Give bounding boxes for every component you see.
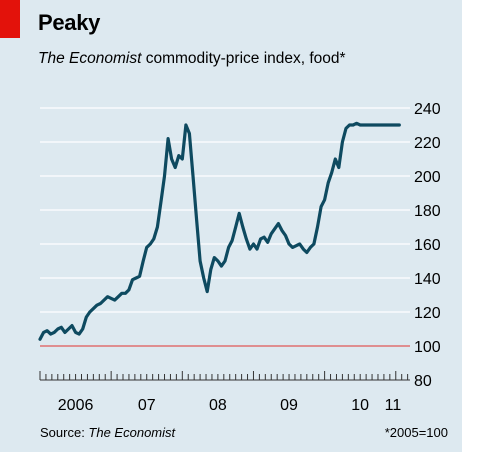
y-tick-label-160: 160 [414,237,441,254]
y-tick-label-100: 100 [414,339,441,356]
source-name: The Economist [88,425,176,440]
x-tick-label-1: 07 [138,397,156,414]
source-label: Source: [40,425,89,440]
y-tick-label-240: 240 [414,101,441,118]
source-note: Source: The Economist [40,425,175,440]
y-tick-label-80: 80 [414,373,432,390]
x-tick-label-2: 08 [209,397,227,414]
y-tick-label-220: 220 [414,135,441,152]
chart-subtitle: The Economist commodity-price index, foo… [38,50,346,68]
accent-tag [0,0,20,38]
chart-panel: Peaky The Economist commodity-price inde… [0,0,462,452]
y-tick-label-140: 140 [414,271,441,288]
x-tick-label-5: 11 [385,397,402,414]
subtitle-rest: commodity-price index, food* [141,50,346,67]
footnote: *2005=100 [384,425,448,440]
food-price-line [38,121,401,341]
x-tick-label-0: 2006 [58,397,94,414]
y-tick-label-200: 200 [414,169,441,186]
subtitle-italic: The Economist [38,50,142,67]
y-tick-label-180: 180 [414,203,441,220]
x-tick-label-3: 09 [280,397,298,414]
x-tick-label-4: 10 [351,397,369,414]
chart-title: Peaky [38,10,101,35]
y-tick-label-120: 120 [414,305,441,322]
